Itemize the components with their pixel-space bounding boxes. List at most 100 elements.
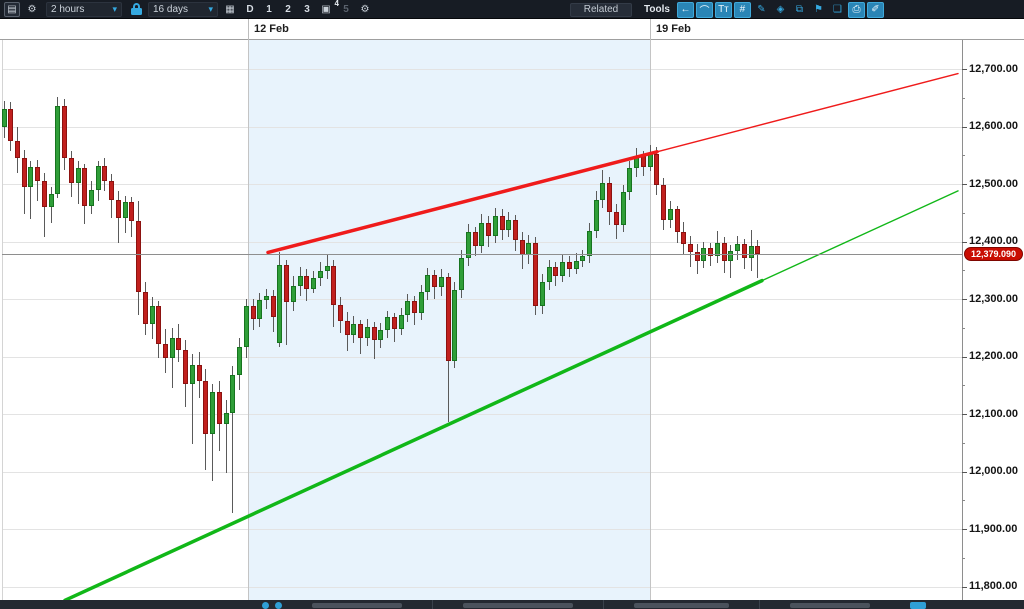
candle-body: [48, 194, 54, 207]
candle-body: [701, 248, 707, 262]
axis-minor-tick: [962, 327, 965, 329]
candle-body: [14, 140, 20, 159]
candle-body: [290, 286, 296, 303]
date-separator: [650, 19, 651, 40]
candle-body: [553, 266, 559, 276]
layout-button-3[interactable]: 3: [304, 3, 310, 15]
candle-body: [519, 240, 525, 256]
gear-icon[interactable]: ⚙: [27, 3, 37, 15]
related-button[interactable]: Related: [570, 2, 632, 17]
candle-body: [593, 200, 599, 232]
range-value: 16 days: [153, 3, 189, 15]
draw-tool-icon[interactable]: ✎: [757, 4, 766, 15]
candle-body: [75, 167, 81, 183]
edit-settings-icon[interactable]: ✐: [866, 1, 884, 18]
candle-body: [129, 202, 135, 221]
candle-body: [533, 242, 539, 306]
gridline: [2, 471, 962, 473]
price-axis-line: [962, 40, 963, 600]
candle-body: [512, 219, 518, 241]
interval-dropdown[interactable]: 2 hours ▾: [46, 1, 122, 17]
candle-body: [661, 185, 667, 220]
status-icon[interactable]: [275, 602, 282, 609]
week-separator-line: [650, 40, 651, 600]
chevron-down-icon: ▾: [208, 3, 213, 14]
candle-wick: [757, 240, 759, 279]
period-button-day[interactable]: D: [246, 3, 254, 15]
bottom-toolbar[interactable]: [0, 600, 1024, 609]
price-axis-label: 11,800.00: [969, 580, 1018, 592]
print-icon[interactable]: ⎙: [847, 1, 865, 18]
candle-body: [156, 305, 162, 344]
candle-body: [432, 274, 438, 288]
candle-body: [721, 242, 727, 262]
back-arrow-icon[interactable]: ←: [676, 1, 694, 18]
price-axis-label: 11,900.00: [969, 522, 1018, 535]
candle-body: [358, 324, 364, 339]
axis-tick: [962, 126, 967, 128]
gear-icon[interactable]: ⚙: [360, 3, 370, 15]
range-dropdown[interactable]: 16 days ▾: [148, 1, 218, 17]
trendline-tool-icon[interactable]: ⌒: [695, 1, 713, 18]
support-trendline[interactable]: [63, 278, 764, 600]
grid-tool-icon[interactable]: #: [733, 1, 751, 18]
status-icon[interactable]: [262, 602, 269, 609]
candle-body: [412, 301, 418, 313]
date-separator: [248, 19, 249, 40]
candle-body: [68, 158, 74, 183]
candle-wick: [30, 161, 32, 219]
bottom-action-button[interactable]: [910, 602, 926, 609]
bottom-menu-item[interactable]: [463, 603, 573, 608]
resistance-trendline[interactable]: [266, 150, 659, 255]
candle-body: [546, 266, 552, 282]
axis-tick: [962, 586, 967, 588]
candle-body: [587, 231, 592, 257]
trendlines-layer[interactable]: [0, 40, 1024, 600]
axis-minor-tick: [962, 97, 965, 99]
candle-body: [304, 276, 310, 289]
layers-tool-icon[interactable]: ⧉: [795, 4, 803, 15]
lock-icon[interactable]: [130, 2, 142, 16]
candle-body: [378, 330, 384, 341]
candle-body: [735, 243, 741, 251]
current-price-badge: 12,379.090: [964, 246, 1023, 261]
gridline: [2, 184, 962, 185]
candle-body: [250, 305, 256, 319]
candlestick-chart[interactable]: [0, 40, 1024, 600]
text-tool-icon[interactable]: Tт: [714, 1, 732, 18]
journal-icon[interactable]: ▤: [4, 1, 20, 17]
candle-body: [459, 257, 465, 290]
bottom-menu-item[interactable]: [790, 603, 870, 608]
layout-button-5[interactable]: 5: [343, 3, 349, 15]
candle-body: [8, 109, 14, 141]
candle-body: [438, 277, 444, 288]
candle-body: [311, 278, 317, 289]
save-layout-icon[interactable]: ▣ 4: [318, 0, 339, 17]
callout-tool-icon[interactable]: ❑: [832, 4, 842, 15]
candle-body: [344, 320, 350, 335]
calendar-icon[interactable]: ▦: [225, 3, 235, 15]
cycle-tool-icon[interactable]: ◈: [776, 4, 785, 15]
candle-wick: [171, 327, 173, 388]
candle-body: [62, 106, 68, 159]
candle-body: [371, 326, 377, 341]
candle-body: [654, 154, 660, 186]
candle-body: [627, 167, 633, 193]
candle-body: [452, 289, 458, 362]
candle-body: [35, 166, 41, 182]
price-axis-label: 12,200.00: [969, 350, 1018, 362]
layout-button-1[interactable]: 1: [266, 3, 272, 15]
candle-body: [573, 261, 579, 270]
candle-body: [237, 347, 243, 375]
date-axis[interactable]: 12 Feb 19 Feb: [0, 19, 1024, 40]
bottom-menu-item[interactable]: [634, 603, 729, 608]
divider: [432, 600, 433, 609]
axis-tick: [962, 69, 967, 70]
axis-minor-tick: [962, 212, 965, 214]
layout-button-2[interactable]: 2: [285, 3, 291, 15]
pattern-tool-icon[interactable]: ⚑: [813, 4, 823, 15]
candle-body: [21, 158, 27, 187]
resistance-trendline[interactable]: [656, 72, 959, 153]
support-trendline[interactable]: [761, 190, 959, 282]
bottom-menu-item[interactable]: [312, 603, 402, 608]
